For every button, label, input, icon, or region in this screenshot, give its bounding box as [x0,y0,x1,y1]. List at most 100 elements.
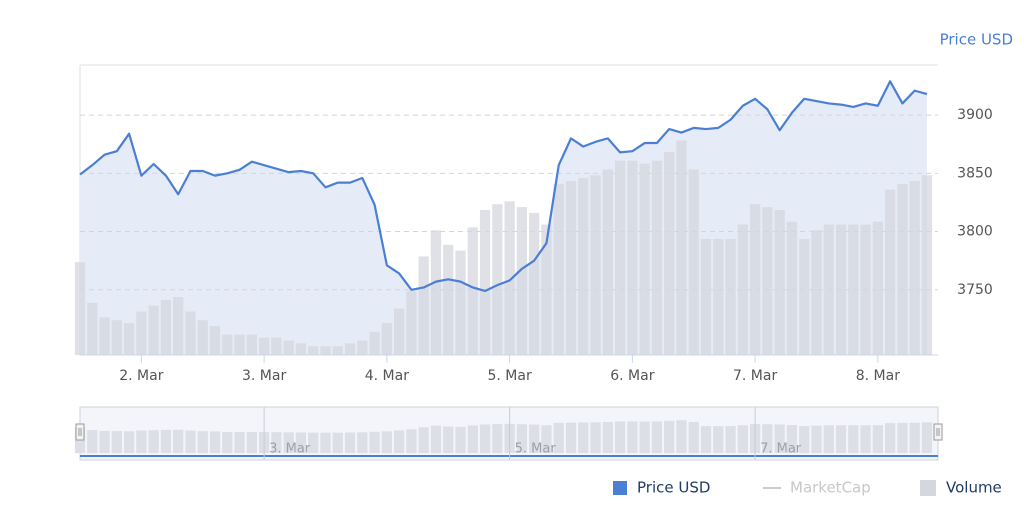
volume-bar [835,224,847,355]
navigator-volume-bar [283,432,294,453]
navigator-volume-bar [492,424,503,453]
navigator-volume-bar [713,426,724,453]
volume-bar [271,337,282,355]
navigator-volume-bar [136,430,147,453]
volume-bar [762,207,773,355]
volume-bar [848,224,859,355]
volume-bar [197,320,208,355]
volume-bar [823,224,834,355]
volume-bar [246,334,257,355]
navigator-volume-bar [688,421,699,453]
volume-bar [283,340,294,355]
navigator-handle [933,423,943,441]
navigator-volume-bar [332,432,343,453]
legend-label[interactable]: Price USD [637,479,710,497]
navigator-volume-bar [418,427,429,453]
volume-bar [885,189,896,355]
volume-bar [811,230,822,355]
volume-bar [455,250,466,355]
volume-bar [688,169,699,355]
navigator-volume-bar [799,426,810,453]
volume-bar [185,311,196,355]
navigator-volume-bar [234,431,245,453]
navigator-volume-bar [848,425,859,453]
volume-bar [565,181,577,355]
navigator-volume-bar [222,431,233,453]
y-tick-label: 3850 [957,165,993,181]
navigator-volume-bar [639,421,650,453]
x-tick-label: 4. Mar [365,368,409,384]
volume-bar [430,230,442,355]
x-tick-label: 5. Mar [487,368,531,384]
volume-bar [872,221,883,355]
legend-swatch [613,481,627,495]
volume-bar [553,183,564,355]
volume-bar [590,175,601,355]
volume-bar [369,331,380,355]
x-tick-label: 6. Mar [610,368,654,384]
navigator-volume-bar [443,426,454,453]
volume-bar [749,204,761,355]
navigator-volume-bar [614,421,626,453]
navigator-volume-bar [529,424,540,453]
x-tick-label: 3. Mar [242,368,286,384]
navigator-volume-bar [676,420,687,453]
volume-bar [860,224,871,355]
navigator-volume-bar [860,425,871,453]
navigator-volume-bar [565,422,577,453]
navigator-volume-bar [209,431,221,453]
navigator-volume-bar [786,425,798,453]
navigator-volume-bar [835,425,847,453]
navigator-volume-bar [578,422,589,453]
x-tick-label: 7. Mar [733,368,777,384]
volume-bar [344,343,356,355]
navigator-volume-bar [762,424,773,453]
navigator-volume-bar [308,432,319,453]
volume-bar [921,175,933,355]
navigator-volume-bar [381,431,392,453]
volume-bar [627,160,638,355]
volume-bar [504,201,515,355]
navigator-volume-bar [541,425,552,453]
navigator-volume-bar [295,432,307,453]
navigator-volume-bar [197,431,208,453]
navigator-volume-bar [246,431,257,453]
navigator-volume-bar [897,422,908,453]
volume-bar [774,210,785,355]
navigator-volume-bar [394,430,405,453]
navigator-volume-bar [627,421,638,453]
volume-bar [909,181,920,355]
volume-bar [897,183,908,355]
legend-label[interactable]: Volume [946,479,1002,497]
volume-bar [406,291,417,355]
navigator-volume-bar [111,431,122,453]
volume-bar [725,239,736,355]
navigator-volume-bar [271,432,282,453]
legend-label[interactable]: MarketCap [790,479,871,497]
legend-swatch [920,480,936,496]
volume-bar [492,204,503,355]
navigator-volume-bar [148,430,159,453]
volume-bar [737,224,748,355]
navigator-volume-bar [737,425,748,453]
navigator-volume-bar [885,423,896,453]
y-tick-label: 3900 [957,107,993,123]
navigator-volume-bar [369,431,380,453]
volume-bar [173,297,184,355]
volume-bar [664,152,675,355]
y-tick-label: 3800 [957,224,993,240]
volume-bar [308,346,319,355]
navigator-volume-bar [590,422,601,453]
volume-bar [111,320,122,355]
volume-bar [320,346,331,355]
navigator-volume-bar [406,429,417,453]
navigator-volume-bar [479,424,491,453]
volume-bar [541,224,552,355]
volume-bar [394,308,405,355]
volume-bar [258,337,270,355]
volume-bar [99,317,110,355]
volume-bar [700,239,712,355]
volume-bar [516,207,528,355]
volume-bar [222,334,233,355]
